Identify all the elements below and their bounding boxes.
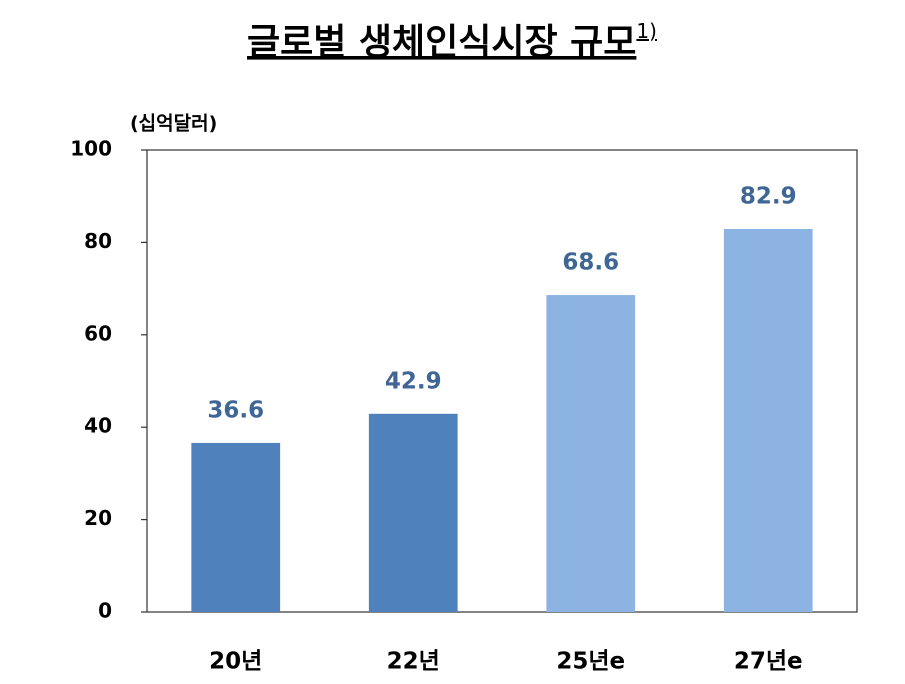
bar — [723, 229, 813, 612]
y-unit-label: (십억달러) — [130, 113, 217, 135]
chart-title-group: 글로벌 생체인식시장 규모1) — [247, 19, 657, 64]
data-label: 68.6 — [562, 250, 619, 276]
x-tick-label: 25년e — [556, 649, 625, 675]
y-tick-label: 100 — [70, 137, 112, 161]
x-tick-label: 22년 — [387, 649, 440, 675]
y-tick-label: 40 — [84, 414, 112, 438]
plot-frame — [146, 149, 858, 613]
data-label: 42.9 — [385, 368, 442, 394]
y-tick-label: 60 — [84, 321, 112, 345]
y-tick-label: 20 — [84, 506, 112, 530]
x-tick-label: 27년e — [734, 649, 803, 675]
title-note: 1) — [636, 19, 657, 43]
x-tick-label: 20년 — [209, 649, 262, 675]
bar — [546, 295, 636, 612]
chart-title: 글로벌 생체인식시장 규모 — [247, 22, 636, 63]
data-label: 82.9 — [740, 184, 797, 210]
bar — [191, 442, 281, 612]
y-tick-label: 0 — [98, 599, 112, 623]
bar — [368, 413, 458, 612]
y-tick-label: 80 — [84, 229, 112, 253]
data-label: 36.6 — [207, 397, 264, 423]
